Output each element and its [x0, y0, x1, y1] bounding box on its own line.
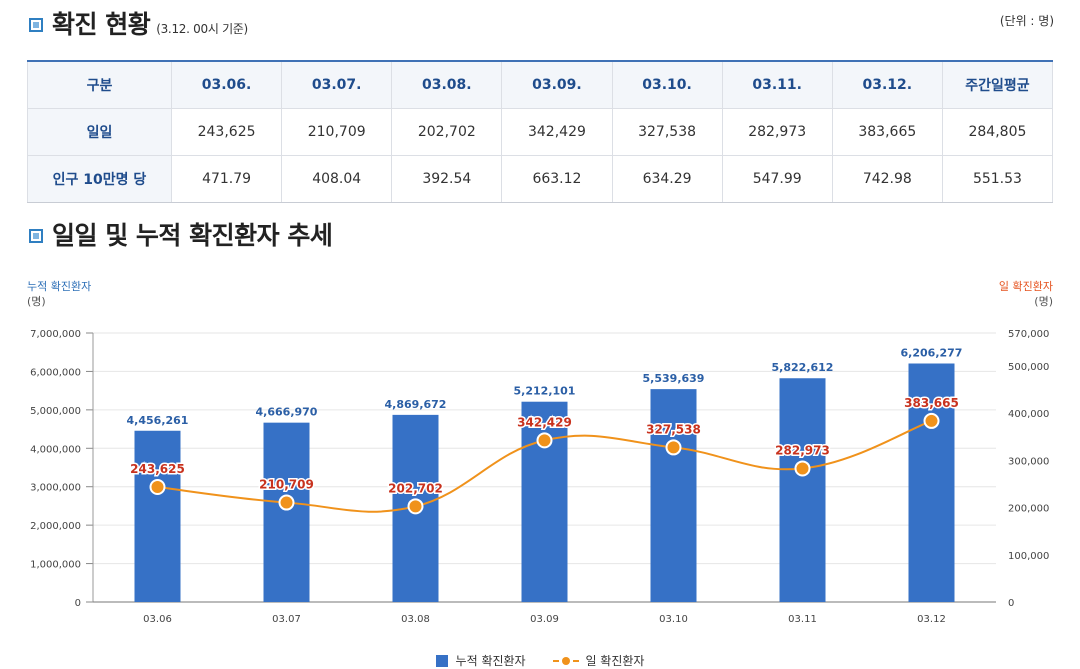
chart-legend: 누적 확진환자 일 확진환자	[0, 652, 1080, 669]
table-cell: 327,538	[611, 108, 723, 156]
x-tick-label: 03.07	[272, 614, 301, 625]
left-tick-label: 4,000,000	[30, 444, 81, 455]
x-tick-label: 03.09	[530, 614, 559, 625]
legend-item-daily[interactable]: 일 확진환자	[553, 652, 644, 669]
right-axis-title: 일 확진환자 (명)	[999, 279, 1053, 309]
table-cell: 547.99	[721, 155, 833, 203]
table-header-cell: 03.10.	[611, 60, 723, 109]
left-tick-label: 0	[75, 598, 81, 609]
right-tick-label: 200,000	[1008, 504, 1049, 515]
x-tick-label: 03.06	[143, 614, 172, 625]
bar-value-label: 4,666,970	[256, 406, 318, 419]
bar-cumulative	[134, 430, 181, 602]
table-row: 인구 10만명 당 471.79 408.04 392.54 663.12 63…	[27, 155, 1054, 203]
trend-chart: 0 1,000,000 2,000,000 3,000,000 4,000,000 5,0…	[30, 329, 1049, 625]
left-tick-label: 3,000,000	[30, 483, 81, 494]
bar-cumulative	[521, 401, 568, 602]
x-tick-label: 03.08	[401, 614, 430, 625]
table-header-row: 구분 03.06. 03.07. 03.08. 03.09. 03.10. 03…	[27, 60, 1054, 109]
line-value-label: 383,665	[904, 396, 959, 410]
section-title-text: 확진 현황	[52, 10, 151, 39]
legend-line-swatch-icon	[553, 655, 580, 667]
line-point-daily	[149, 479, 166, 496]
right-tick-label: 0	[1008, 598, 1014, 609]
line-value-label: 282,973	[775, 443, 830, 457]
line-point-daily	[536, 432, 553, 449]
left-tick-label: 6,000,000	[30, 367, 81, 378]
table-cell: 284,805	[941, 108, 1054, 156]
right-tick-label: 100,000	[1008, 551, 1049, 562]
x-tick-label: 03.10	[659, 614, 688, 625]
section-bullet-icon	[29, 18, 43, 32]
section-title-status: 확진 현황 (3.12. 00시 기준)	[52, 5, 248, 41]
legend-bar-swatch-icon	[435, 655, 448, 667]
bar-cumulative	[263, 422, 310, 602]
table-cell: 282,973	[721, 108, 833, 156]
table-header-cell: 주간일평균	[941, 60, 1054, 109]
section-title-trend: 일일 및 누적 확진환자 추세	[52, 221, 333, 250]
bar-cumulative	[650, 389, 697, 602]
reference-time-note: (3.12. 00시 기준)	[156, 22, 248, 36]
table-cell: 471.79	[170, 155, 283, 203]
bar-value-label: 6,206,277	[901, 347, 963, 360]
x-tick-label: 03.12	[917, 614, 946, 625]
right-axis-label: 일 확진환자	[998, 280, 1053, 293]
bar-value-label: 5,212,101	[514, 385, 576, 398]
daily-cases-table: 구분 03.06. 03.07. 03.08. 03.09. 03.10. 03…	[27, 60, 1054, 203]
line-point-daily	[923, 412, 940, 429]
bar-value-label: 4,456,261	[127, 414, 189, 427]
left-tick-label: 2,000,000	[30, 521, 81, 532]
table-cell: 210,709	[281, 108, 393, 156]
table-header-cell: 03.06.	[170, 60, 283, 109]
table-header-cell: 03.12.	[831, 60, 943, 109]
table-cell: 634.29	[611, 155, 723, 203]
left-tick-label: 7,000,000	[30, 329, 81, 340]
table-cell: 383,665	[831, 108, 943, 156]
right-tick-label: 400,000	[1008, 409, 1049, 420]
bar-value-label: 4,869,672	[385, 398, 447, 411]
table-header-cell: 03.07.	[281, 60, 393, 109]
legend-label: 누적 확진환자	[455, 654, 526, 668]
table-cell: 202,702	[391, 108, 503, 156]
x-tick-label: 03.11	[788, 614, 817, 625]
bar-value-label: 5,539,639	[643, 372, 705, 385]
line-value-label: 243,625	[130, 462, 185, 476]
right-tick-label: 300,000	[1008, 456, 1049, 467]
row-label: 인구 10만명 당	[27, 155, 172, 203]
table-header-cell: 03.11.	[721, 60, 833, 109]
line-value-label: 327,538	[646, 422, 701, 436]
table-row: 일일 243,625 210,709 202,702 342,429 327,5…	[27, 108, 1054, 156]
unit-label: (단위 : 명)	[999, 14, 1054, 28]
left-tick-label: 5,000,000	[30, 406, 81, 417]
bar-value-label: 5,822,612	[772, 361, 834, 374]
line-value-label: 202,702	[388, 481, 443, 495]
right-tick-label: 500,000	[1008, 362, 1049, 373]
line-point-daily	[407, 498, 424, 515]
left-axis-unit: (명)	[27, 295, 46, 308]
line-point-daily	[794, 460, 811, 477]
table-cell: 663.12	[501, 155, 613, 203]
bar-cumulative	[779, 378, 826, 602]
line-value-label: 342,429	[517, 415, 572, 429]
bar-cumulative	[908, 363, 955, 602]
left-tick-label: 1,000,000	[30, 560, 81, 571]
right-tick-label: 570,000	[1008, 329, 1049, 340]
left-axis-title: 누적 확진환자 (명)	[27, 279, 91, 309]
row-label: 일일	[27, 108, 172, 156]
table-cell: 342,429	[501, 108, 613, 156]
table-cell: 551.53	[941, 155, 1054, 203]
line-point-daily	[278, 494, 295, 511]
right-axis-unit: (명)	[1034, 295, 1053, 308]
table-header-cell: 03.08.	[391, 60, 503, 109]
table-header-cell: 03.09.	[501, 60, 613, 109]
legend-label: 일 확진환자	[585, 654, 645, 668]
left-axis-label: 누적 확진환자	[27, 280, 92, 293]
line-point-daily	[665, 439, 682, 456]
line-value-label: 210,709	[259, 478, 314, 492]
legend-item-cumulative[interactable]: 누적 확진환자	[435, 652, 526, 669]
section-bullet-icon	[29, 229, 43, 243]
table-cell: 742.98	[831, 155, 943, 203]
